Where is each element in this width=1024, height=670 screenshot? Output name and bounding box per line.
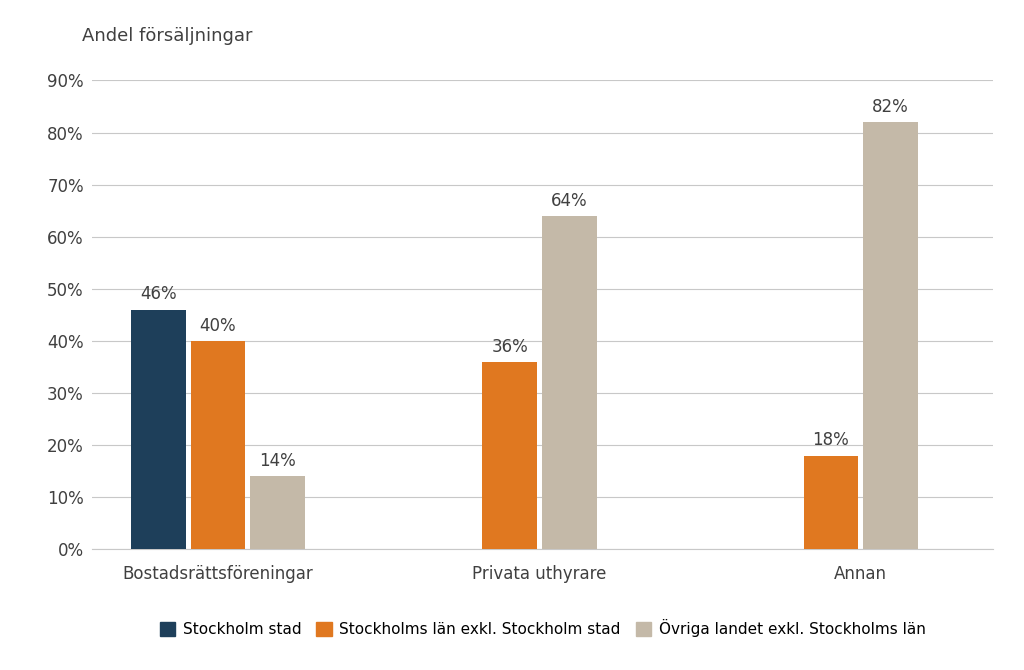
Bar: [542, 216, 597, 549]
Text: Andel försäljningar: Andel försäljningar: [82, 27, 253, 45]
Bar: [804, 456, 858, 549]
Text: 18%: 18%: [813, 431, 849, 450]
Text: 82%: 82%: [872, 98, 909, 116]
Text: 14%: 14%: [259, 452, 296, 470]
Text: 64%: 64%: [551, 192, 588, 210]
Bar: [190, 341, 246, 549]
Bar: [250, 476, 305, 549]
Bar: [482, 362, 537, 549]
Text: 46%: 46%: [140, 285, 177, 304]
Legend: Stockholm stad, Stockholms län exkl. Stockholm stad, Övriga landet exkl. Stockho: Stockholm stad, Stockholms län exkl. Sto…: [154, 613, 932, 644]
Bar: [131, 310, 185, 549]
Text: 36%: 36%: [492, 338, 528, 356]
Bar: [863, 122, 918, 549]
Text: 40%: 40%: [200, 317, 237, 335]
